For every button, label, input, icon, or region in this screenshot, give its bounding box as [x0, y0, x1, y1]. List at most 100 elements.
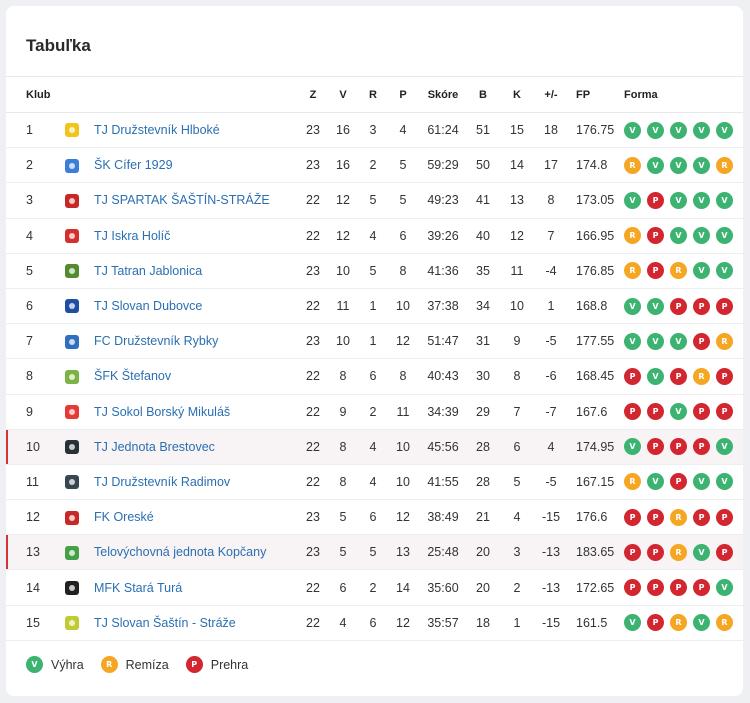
form-badge[interactable]: P [647, 579, 664, 597]
form-badge[interactable]: P [647, 191, 664, 209]
table-row[interactable]: 3 TJ SPARTAK ŠAŠTÍN-STRÁŽE 22 12 5 5 49:23 41 13… [6, 182, 743, 219]
team-link[interactable]: FC Družstevník Rybky [94, 334, 219, 349]
form-badge[interactable]: V [716, 262, 733, 280]
form-badge[interactable]: P [670, 297, 687, 315]
form-badge[interactable]: P [693, 508, 710, 526]
form-badge[interactable]: V [624, 438, 641, 456]
form-badge[interactable]: P [647, 227, 664, 245]
team-link[interactable]: TJ SPARTAK ŠAŠTÍN-STRÁŽE [94, 193, 270, 208]
team-link[interactable]: MFK Stará Turá [94, 580, 183, 595]
form-badge[interactable]: R [693, 367, 710, 385]
table-row[interactable]: 1 TJ Družstevník Hlboké 23 16 3 4 61:24 51 15 18 1… [6, 112, 743, 149]
table-row[interactable]: 7 FC Družstevník Rybky 23 10 1 12 51:47 31 9 -5 17… [6, 323, 743, 360]
form-badge[interactable]: V [647, 367, 664, 385]
form-badge[interactable]: P [693, 297, 710, 315]
form-badge[interactable]: V [670, 403, 687, 421]
form-badge[interactable]: V [693, 543, 710, 561]
form-badge[interactable]: P [693, 579, 710, 597]
form-badge[interactable]: V [693, 191, 710, 209]
form-badge[interactable]: P [670, 438, 687, 456]
form-badge[interactable]: P [670, 367, 687, 385]
form-badge[interactable]: V [624, 614, 641, 632]
form-badge[interactable]: P [624, 508, 641, 526]
form-badge[interactable]: V [716, 579, 733, 597]
form-badge[interactable]: P [647, 262, 664, 280]
form-badge[interactable]: R [716, 614, 733, 632]
form-badge[interactable]: V [693, 262, 710, 280]
form-badge[interactable]: P [716, 543, 733, 561]
form-badge[interactable]: V [716, 438, 733, 456]
table-row[interactable]: 2 ŠK Cífer 1929 23 16 2 5 59:29 50 14 17 174.8 R V V V… [6, 147, 743, 184]
form-badge[interactable]: V [670, 227, 687, 245]
form-badge[interactable]: P [670, 473, 687, 491]
form-badge[interactable]: V [693, 227, 710, 245]
form-badge[interactable]: P [716, 403, 733, 421]
form-badge[interactable]: R [624, 473, 641, 491]
form-badge[interactable]: R [670, 508, 687, 526]
form-badge[interactable]: P [716, 297, 733, 315]
form-badge[interactable]: V [670, 332, 687, 350]
team-link[interactable]: TJ Iskra Holíč [94, 228, 171, 243]
form-badge[interactable]: R [624, 262, 641, 280]
form-badge[interactable]: V [647, 297, 664, 315]
form-badge[interactable]: P [647, 614, 664, 632]
form-badge[interactable]: V [693, 614, 710, 632]
team-link[interactable]: TJ Slovan Šaštín - Stráže [94, 615, 236, 630]
table-row[interactable]: 13 Telovýchovná jednota Kopčany 23 5 5 13 25:4… [6, 534, 743, 571]
form-badge[interactable]: P [647, 438, 664, 456]
form-badge[interactable]: P [670, 579, 687, 597]
form-badge[interactable]: P [693, 438, 710, 456]
form-badge[interactable]: V [647, 156, 664, 174]
form-badge[interactable]: R [716, 332, 733, 350]
table-row[interactable]: 8 ŠFK Štefanov 22 8 6 8 40:43 30 8 -6 168.45 P V P R P [6, 358, 743, 395]
form-badge[interactable]: V [716, 473, 733, 491]
team-link[interactable]: Telovýchovná jednota Kopčany [94, 545, 267, 560]
team-link[interactable]: FK Oreské [94, 510, 154, 525]
form-badge[interactable]: P [693, 332, 710, 350]
form-badge[interactable]: V [647, 473, 664, 491]
form-badge[interactable]: R [624, 156, 641, 174]
form-badge[interactable]: P [624, 543, 641, 561]
form-badge[interactable]: P [624, 403, 641, 421]
form-badge[interactable]: R [670, 543, 687, 561]
table-row[interactable]: 5 TJ Tatran Jablonica 23 10 5 8 41:36 35 11 -4 176… [6, 253, 743, 289]
table-row[interactable]: 6 TJ Slovan Dubovce 22 11 1 10 37:38 34 10 1 168.8… [6, 288, 743, 325]
form-badge[interactable]: R [670, 614, 687, 632]
form-badge[interactable]: V [716, 121, 733, 139]
team-link[interactable]: TJ Jednota Brestovec [94, 439, 215, 454]
form-badge[interactable]: V [624, 297, 641, 315]
form-badge[interactable]: P [624, 367, 641, 385]
form-badge[interactable]: P [716, 367, 733, 385]
table-row[interactable]: 4 TJ Iskra Holíč 22 12 4 6 39:26 40 12 7 166.95 R P V… [6, 218, 743, 254]
table-row[interactable]: 14 MFK Stará Turá 22 6 2 14 35:60 20 2 -13 172.65 P… [6, 569, 743, 606]
form-badge[interactable]: V [670, 121, 687, 139]
table-row[interactable]: 10 TJ Jednota Brestovec 22 8 4 10 45:56 28 6 4 174… [6, 429, 743, 465]
form-badge[interactable]: V [693, 473, 710, 491]
form-badge[interactable]: V [647, 121, 664, 139]
form-badge[interactable]: V [693, 121, 710, 139]
team-link[interactable]: TJ Sokol Borský Mikuláš [94, 404, 231, 419]
form-badge[interactable]: V [647, 332, 664, 350]
form-badge[interactable]: P [647, 543, 664, 561]
table-row[interactable]: 11 TJ Družstevník Radimov 22 8 4 10 41:55 28 5 -5… [6, 464, 743, 501]
team-link[interactable]: TJ Tatran Jablonica [94, 263, 203, 278]
form-badge[interactable]: V [624, 191, 641, 209]
form-badge[interactable]: V [716, 227, 733, 245]
form-badge[interactable]: R [716, 156, 733, 174]
form-badge[interactable]: V [624, 121, 641, 139]
table-row[interactable]: 9 TJ Sokol Borský Mikuláš 22 9 2 11 34:39 29 7 -7… [6, 394, 743, 430]
team-link[interactable]: TJ Družstevník Hlboké [94, 123, 220, 138]
form-badge[interactable]: P [716, 508, 733, 526]
form-badge[interactable]: P [693, 403, 710, 421]
team-link[interactable]: TJ Slovan Dubovce [94, 299, 203, 314]
form-badge[interactable]: V [670, 156, 687, 174]
team-link[interactable]: ŠFK Štefanov [94, 369, 172, 384]
form-badge[interactable]: P [647, 403, 664, 421]
form-badge[interactable]: P [647, 508, 664, 526]
team-link[interactable]: TJ Družstevník Radimov [94, 474, 231, 489]
table-row[interactable]: 12 FK Oreské 23 5 6 12 38:49 21 4 -15 176.6 P P R P P [6, 499, 743, 536]
form-badge[interactable]: V [670, 191, 687, 209]
form-badge[interactable]: R [670, 262, 687, 280]
form-badge[interactable]: P [624, 579, 641, 597]
form-badge[interactable]: V [624, 332, 641, 350]
